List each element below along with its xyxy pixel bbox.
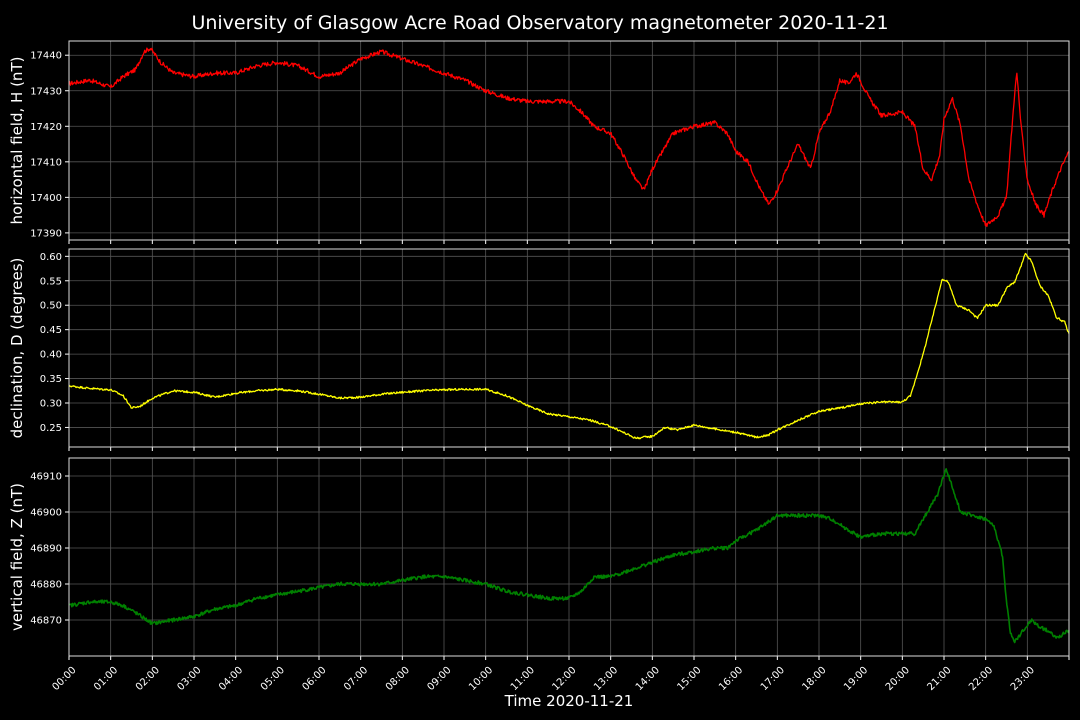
y-axis-label: horizontal field, H (nT) bbox=[8, 57, 26, 225]
y-tick-label: 0.35 bbox=[40, 374, 62, 385]
y-axis-label: declination, D (degrees) bbox=[8, 258, 26, 439]
y-tick-label: 0.30 bbox=[40, 399, 62, 410]
y-tick-label: 46910 bbox=[30, 472, 62, 483]
y-tick-label: 0.45 bbox=[40, 325, 62, 336]
y-tick-label: 46900 bbox=[30, 508, 62, 519]
y-tick-label: 0.50 bbox=[40, 301, 62, 312]
panel-3: 46870 46880 46890 46900 46910 vertical field,… bbox=[8, 457, 1070, 660]
y-tick-label: 0.55 bbox=[40, 276, 62, 287]
y-tick-label: 0.40 bbox=[40, 350, 62, 361]
chart-panels: 17390 17400 17410 17420 17430 17440 horizontal… bbox=[8, 40, 1070, 660]
y-tick-label: 17410 bbox=[30, 157, 62, 168]
y-tick-label: 0.25 bbox=[40, 423, 62, 434]
y-tick-label: 46890 bbox=[30, 544, 62, 555]
y-tick-label: 17430 bbox=[30, 86, 62, 97]
y-tick-label: 17400 bbox=[30, 193, 62, 204]
panel-1: 17390 17400 17410 17420 17430 17440 horizontal… bbox=[8, 40, 1070, 244]
y-tick-label: 46880 bbox=[30, 580, 62, 591]
x-axis-label: Time 2020-11-21 bbox=[504, 692, 634, 710]
panel-frame bbox=[68, 457, 1070, 657]
y-tick-label: 17390 bbox=[30, 228, 62, 239]
panel-frame bbox=[68, 248, 1070, 448]
series-line-2 bbox=[68, 252, 1070, 440]
y-tick-label: 17420 bbox=[30, 122, 62, 133]
series-line-1 bbox=[68, 47, 1070, 228]
y-tick-label: 0.60 bbox=[40, 252, 62, 263]
y-tick-label: 17440 bbox=[30, 51, 62, 62]
y-tick-label: 46870 bbox=[30, 616, 62, 627]
panel-frame bbox=[68, 40, 1070, 241]
series-line-3 bbox=[68, 468, 1070, 644]
chart-title: University of Glasgow Acre Road Observat… bbox=[191, 12, 888, 34]
y-axis-label: vertical field, Z (nT) bbox=[8, 483, 26, 631]
panel-2: 0.25 0.30 0.35 0.40 0.45 0.50 0.55 0.60 declinat… bbox=[8, 248, 1070, 451]
